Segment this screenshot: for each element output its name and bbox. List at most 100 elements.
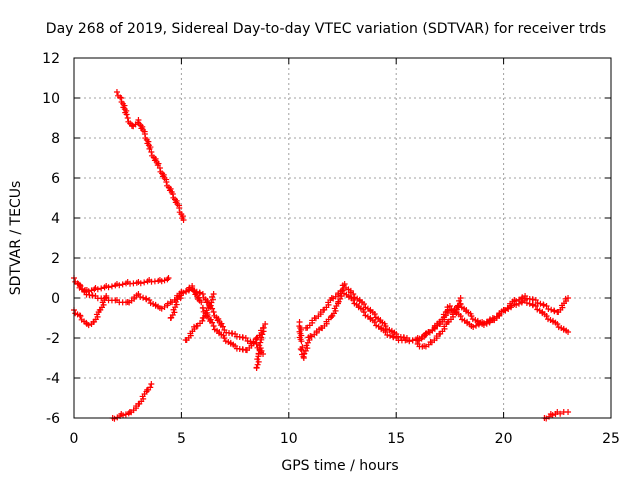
data-point — [116, 282, 123, 289]
data-point — [244, 338, 251, 344]
data-point — [221, 335, 228, 341]
data-point — [515, 296, 522, 303]
data-point — [165, 275, 172, 281]
y-tick-label: -2 — [46, 331, 60, 347]
data-point — [384, 332, 391, 338]
x-tick-label: 20 — [495, 431, 513, 447]
series-arc-8 — [253, 321, 269, 371]
data-point — [209, 319, 216, 326]
data-point — [565, 409, 572, 415]
data-point — [255, 350, 262, 357]
data-point — [257, 339, 264, 346]
data-point — [209, 305, 216, 312]
data-point — [254, 361, 261, 368]
x-tick-label: 25 — [602, 431, 620, 447]
data-point — [255, 358, 262, 365]
data-point — [371, 311, 378, 317]
data-point — [141, 279, 148, 286]
data-point — [177, 295, 184, 302]
data-point — [557, 410, 564, 417]
data-point — [186, 286, 193, 293]
data-point — [483, 320, 490, 327]
data-point — [183, 288, 190, 295]
data-point — [256, 342, 263, 349]
series-arc-11 — [414, 295, 464, 350]
data-point — [468, 313, 475, 319]
data-point — [140, 294, 147, 301]
x-tick-label: 5 — [177, 431, 186, 447]
data-point — [105, 284, 112, 291]
data-point — [210, 309, 217, 315]
grid — [74, 58, 611, 418]
data-point — [548, 306, 555, 313]
data-point — [161, 277, 168, 284]
y-tick-label: 2 — [51, 251, 60, 267]
y-tick-label: 12 — [42, 51, 60, 67]
data-point — [529, 302, 536, 309]
data-point — [487, 318, 494, 325]
data-point — [565, 329, 572, 335]
data-point — [254, 356, 261, 363]
data-point — [382, 323, 389, 329]
data-point — [298, 338, 305, 345]
data-point — [565, 295, 572, 301]
data-point — [519, 294, 526, 301]
x-tick-label: 0 — [70, 431, 79, 447]
chart-title: Day 268 of 2019, Sidereal Day-to-day VTE… — [46, 21, 606, 37]
data-point — [98, 285, 105, 292]
data-point — [199, 305, 206, 311]
data-point — [350, 291, 357, 297]
data-point — [300, 355, 307, 361]
data-point — [123, 111, 130, 118]
data-point — [163, 179, 170, 185]
series-arc-5 — [167, 285, 267, 357]
data-point — [88, 287, 95, 294]
data-point — [551, 308, 558, 315]
data-point — [148, 149, 155, 155]
data-point — [193, 288, 200, 295]
data-point — [543, 313, 550, 319]
data-point — [259, 331, 266, 338]
data-point — [210, 291, 217, 297]
plot-frame — [73, 57, 612, 419]
data-point — [540, 302, 547, 309]
data-point — [171, 309, 178, 316]
data-point — [103, 293, 110, 299]
data-point — [470, 324, 477, 330]
data-point — [304, 345, 311, 352]
series-arc-4 — [71, 293, 110, 329]
data-point — [210, 323, 217, 329]
data-point — [473, 322, 480, 329]
data-point — [390, 334, 397, 341]
data-point — [146, 297, 153, 303]
data-point — [360, 301, 367, 307]
data-point — [219, 323, 226, 330]
data-point — [75, 281, 82, 287]
data-point — [146, 145, 153, 152]
data-point — [387, 332, 394, 339]
x-tick-label: 10 — [280, 431, 298, 447]
data-point — [180, 217, 187, 223]
data-point — [537, 300, 544, 307]
data-point — [360, 309, 367, 315]
data-point — [456, 300, 463, 307]
data-point — [409, 337, 416, 344]
y-tick-label: 10 — [42, 91, 60, 107]
data-points — [71, 89, 572, 422]
data-point — [197, 290, 204, 297]
data-point — [371, 319, 378, 325]
data-point — [250, 340, 257, 347]
data-point — [94, 286, 101, 293]
data-point — [176, 292, 183, 299]
y-tick-label: 8 — [51, 131, 60, 147]
data-point — [122, 411, 129, 418]
data-point — [480, 322, 487, 328]
data-point — [457, 313, 464, 319]
data-point — [85, 322, 92, 329]
y-tick-label: 6 — [51, 171, 60, 187]
x-axis-label: GPS time / hours — [281, 458, 398, 474]
data-point — [124, 115, 131, 121]
data-point — [199, 291, 206, 297]
series-arc-6 — [182, 291, 217, 344]
data-point — [513, 298, 520, 304]
